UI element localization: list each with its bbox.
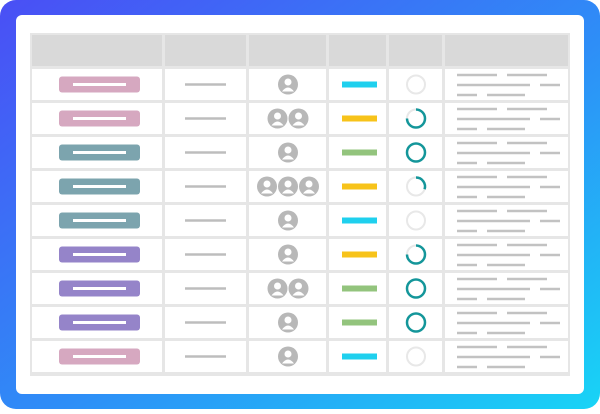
header-cell [32,35,162,66]
avatar-body [271,121,284,126]
status-bar [342,285,377,292]
progress-ring [405,278,427,299]
header-cell [445,35,568,66]
status-bar [342,115,377,122]
avatar-head [295,112,302,120]
avatar-head [284,316,292,324]
avatar-group [278,244,298,265]
progress-ring [405,312,427,333]
avatar-body [303,189,315,194]
status-bar [342,353,377,360]
cell [389,239,442,270]
avatar-body [282,155,294,160]
avatar-body [271,291,284,296]
progress-ring [405,142,427,163]
cell [389,69,442,100]
avatar-group [267,108,309,129]
avatar-head [295,282,302,290]
status-bar [342,81,377,88]
header-cell [165,35,246,66]
avatar-group [278,210,298,231]
status-bar [342,217,377,224]
cell [389,171,442,202]
avatar-head [284,78,292,86]
cell [389,137,442,168]
avatar-head [274,282,281,290]
avatar-head [274,112,281,120]
progress-ring [405,244,427,265]
avatar-group [278,74,298,95]
avatar-body [282,257,294,262]
avatar-group [278,142,298,163]
status-bar [342,251,377,258]
table-body [32,35,568,372]
avatar-head [284,146,292,154]
progress-track [406,74,426,95]
cell [389,307,442,338]
avatar-body [282,87,294,92]
avatar-head [305,180,313,188]
avatar-group [278,346,298,367]
avatar-body [282,359,294,364]
progress-track [406,346,426,367]
avatar-group [267,278,309,299]
avatar-head [263,180,271,188]
avatar-head [284,350,292,358]
avatar-head [284,180,292,188]
avatar-body [292,121,305,126]
avatar-group [257,176,319,197]
avatar-body [282,223,294,228]
progress-track [406,210,426,231]
avatar-head [284,248,292,256]
cell [389,103,442,134]
cell [389,341,442,372]
header-cell [249,35,326,66]
avatar-body [292,291,305,296]
progress-ring [415,176,427,190]
header-cell [389,35,442,66]
cell [389,205,442,236]
progress-ring [405,108,427,129]
avatar-body [261,189,273,194]
header-cell [329,35,386,66]
avatar-body [282,325,294,330]
avatar-body [282,189,294,194]
status-bar [342,183,377,190]
status-bar [342,319,377,326]
avatar-head [284,214,292,222]
avatar-group [278,312,298,333]
status-bar [342,149,377,156]
cell [389,273,442,304]
